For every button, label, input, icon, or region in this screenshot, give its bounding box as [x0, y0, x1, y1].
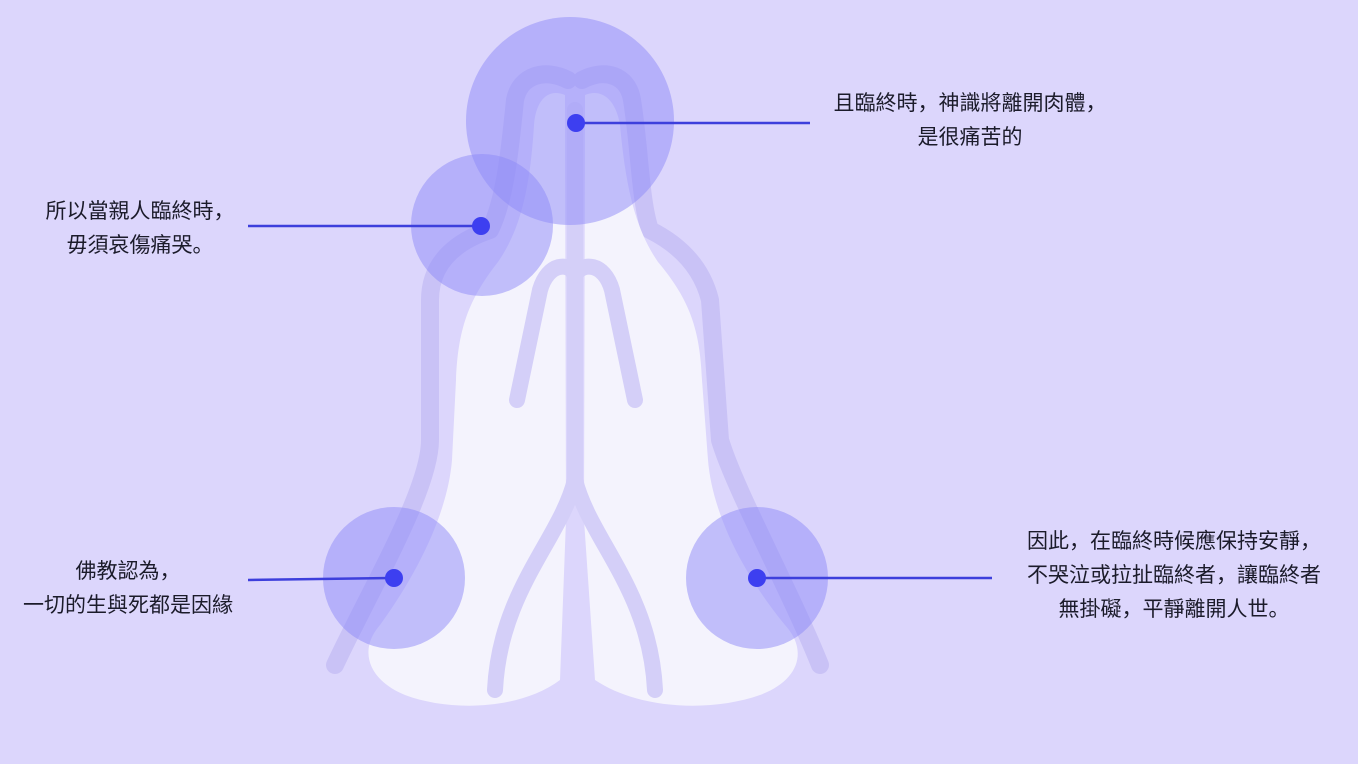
annotation-text: 是很痛苦的 — [917, 125, 1023, 149]
annotation-right-lower: 因此，在臨終時候應保持安靜， 不哭泣或拉扯臨終者，讓臨終者 無掛礙，平靜離開人世… — [990, 524, 1358, 626]
marker-dot-left-upper — [472, 217, 490, 235]
marker-dot-top — [567, 114, 585, 132]
annotation-top-right: 且臨終時，神識將離開肉體， 是很痛苦的 — [790, 86, 1150, 154]
annotation-text: 佛教認為， — [75, 559, 181, 583]
connector-lines — [247, 121, 992, 582]
annotation-text: 所以當親人臨終時， — [45, 199, 235, 223]
marker-dot-right-lower — [748, 569, 766, 587]
annotation-left-lower: 佛教認為， 一切的生與死都是因緣 — [0, 554, 256, 622]
annotation-text: 不哭泣或拉扯臨終者，讓臨終者 — [1027, 563, 1321, 587]
annotation-text: 一切的生與死都是因緣 — [23, 593, 233, 617]
annotation-text: 毋須哀傷痛哭。 — [66, 233, 214, 257]
marker-dots — [385, 114, 766, 587]
marker-dot-left-lower — [385, 569, 403, 587]
annotation-text: 無掛礙，平靜離開人世。 — [1058, 597, 1290, 621]
right-hand-shape — [584, 93, 798, 706]
connector-left-lower — [247, 576, 395, 582]
annotation-text: 且臨終時，神識將離開肉體， — [833, 91, 1107, 115]
annotation-text: 因此，在臨終時候應保持安靜， — [1027, 529, 1321, 553]
annotation-left-upper: 所以當親人臨終時， 毋須哀傷痛哭。 — [10, 194, 270, 262]
